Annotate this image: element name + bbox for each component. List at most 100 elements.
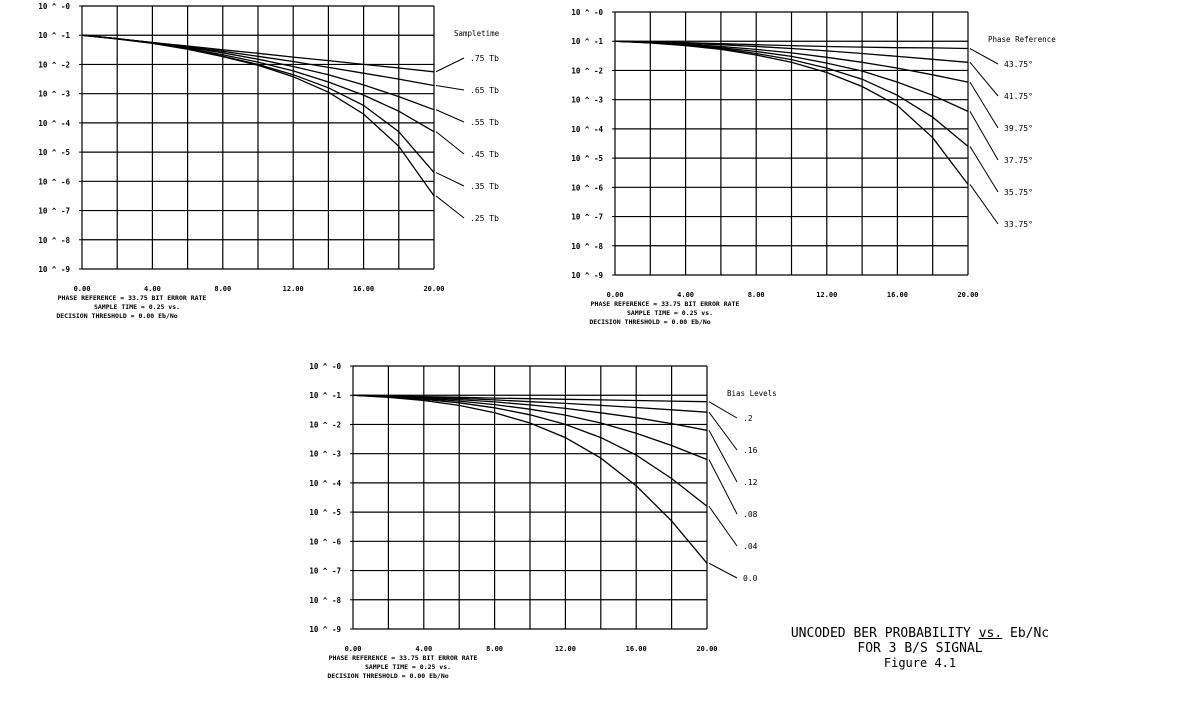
x-tick-label: 16.00	[353, 285, 374, 293]
y-tick-label: 10 ^ -8	[571, 242, 603, 251]
footer-line-2: SAMPLE TIME = 0.25 vs.	[365, 663, 451, 671]
leader-line	[969, 81, 999, 129]
y-tick-label: 10 ^ -0	[38, 2, 70, 11]
x-tick-label: 16.00	[626, 645, 647, 653]
y-tick-label: 10 ^ -0	[309, 362, 341, 371]
series-line	[614, 40, 969, 185]
x-tick-label: 12.00	[283, 285, 304, 293]
y-tick-label: 10 ^ -0	[571, 8, 603, 17]
series-line	[352, 394, 708, 461]
leader-line	[708, 459, 738, 515]
leader-line	[435, 131, 465, 155]
footer-line-1: PHASE REFERENCE = 33.75 BIT ERROR RATE	[329, 654, 478, 662]
footer-line-3: DECISION THRESHOLD = 0.00 Eb/No	[327, 672, 448, 680]
y-tick-label: 10 ^ -3	[309, 450, 341, 459]
series-label: 33.75°	[1004, 220, 1033, 229]
leader-line	[435, 109, 465, 123]
y-tick-label: 10 ^ -5	[309, 508, 341, 517]
leader-line	[435, 172, 465, 187]
leader-line	[435, 195, 465, 219]
x-tick-label: 0.00	[607, 291, 624, 299]
leader-line	[969, 146, 999, 193]
leader-line	[708, 562, 738, 579]
series-label: 43.75°	[1004, 60, 1033, 69]
series-label: .08	[743, 510, 758, 519]
x-tick-label: 4.00	[415, 645, 432, 653]
y-tick-label: 10 ^ -8	[309, 596, 341, 605]
y-tick-label: 10 ^ -5	[571, 154, 603, 163]
footer-line-2: SAMPLE TIME = 0.25 vs.	[627, 309, 713, 317]
leader-line	[708, 430, 738, 483]
figure-caption: UNCODED BER PROBABILITY vs. Eb/Nc FOR 3 …	[780, 626, 1060, 671]
footer-line-1: PHASE REFERENCE = 33.75 BIT ERROR RATE	[591, 300, 740, 308]
y-tick-label: 10 ^ -4	[571, 125, 603, 134]
y-tick-label: 10 ^ -3	[38, 90, 70, 99]
y-tick-label: 10 ^ -4	[309, 479, 341, 488]
leader-line	[708, 411, 738, 451]
x-tick-label: 12.00	[816, 291, 837, 299]
series-label: 35.75°	[1004, 188, 1033, 197]
x-tick-label: 8.00	[214, 285, 231, 293]
x-tick-label: 16.00	[887, 291, 908, 299]
caption-line-1: UNCODED BER PROBABILITY vs. Eb/Nc	[780, 626, 1060, 641]
x-tick-label: 4.00	[144, 285, 161, 293]
series-label: .75 Tb	[470, 54, 499, 63]
y-tick-label: 10 ^ -7	[309, 567, 341, 576]
y-tick-label: 10 ^ -2	[38, 60, 70, 69]
x-tick-label: 20.00	[696, 645, 717, 653]
series-label: .25 Tb	[470, 214, 499, 223]
legend-title: Bias Levels	[727, 389, 777, 398]
series-line	[81, 34, 435, 197]
footer-line-1: PHASE REFERENCE = 33.75 BIT ERROR RATE	[58, 294, 207, 302]
y-tick-label: 10 ^ -6	[38, 177, 70, 186]
leader-line	[708, 505, 738, 547]
y-tick-label: 10 ^ -7	[571, 213, 603, 222]
series-label: 37.75°	[1004, 156, 1033, 165]
y-tick-label: 10 ^ -2	[571, 66, 603, 75]
series-label: .65 Tb	[470, 86, 499, 95]
series-line	[352, 394, 708, 564]
y-tick-label: 10 ^ -4	[38, 119, 70, 128]
chart-bias-levels: 10 ^ -0 10 ^ -1 10 ^ -2 10 ^ -3 10 ^ -4 10 ^ …	[309, 362, 776, 680]
leader-line	[969, 111, 999, 161]
y-tick-label: 10 ^ -5	[38, 148, 70, 157]
x-tick-label: 0.00	[345, 645, 362, 653]
series-label: .55 Tb	[470, 118, 499, 127]
caption-line-2: FOR 3 B/S SIGNAL	[857, 641, 983, 656]
leader-line	[969, 184, 999, 225]
caption-unit: Eb/Nc	[1002, 626, 1050, 641]
series-label: .04	[743, 542, 758, 551]
x-tick-label: 20.00	[423, 285, 444, 293]
y-tick-label: 10 ^ -1	[309, 391, 341, 400]
y-tick-label: 10 ^ -6	[571, 183, 603, 192]
x-tick-label: 20.00	[957, 291, 978, 299]
footer-line-2: SAMPLE TIME = 0.25 vs.	[94, 303, 180, 311]
leader-line	[708, 401, 738, 419]
legend-title: Phase Reference	[988, 35, 1056, 44]
caption-vs: vs.	[978, 626, 1003, 641]
series-label: 39.75°	[1004, 124, 1033, 133]
series-line	[352, 394, 708, 507]
series-label: .35 Tb	[470, 182, 499, 191]
x-tick-label: 4.00	[677, 291, 694, 299]
x-tick-label: 0.00	[74, 285, 91, 293]
y-tick-label: 10 ^ -9	[38, 265, 70, 274]
x-tick-label: 12.00	[555, 645, 576, 653]
y-tick-label: 10 ^ -1	[38, 31, 70, 40]
series-label: 41.75°	[1004, 92, 1033, 101]
y-tick-label: 10 ^ -8	[38, 236, 70, 245]
footer-line-3: DECISION THRESHOLD = 0.00 Eb/No	[56, 312, 177, 320]
y-tick-label: 10 ^ -1	[571, 37, 603, 46]
y-tick-label: 10 ^ -2	[309, 420, 341, 429]
series-label: 0.0	[743, 574, 758, 583]
y-tick-label: 10 ^ -6	[309, 537, 341, 546]
series-label: .12	[743, 478, 758, 487]
series-label: .45 Tb	[470, 150, 499, 159]
legend-title: Sampletime	[454, 29, 500, 38]
y-tick-label: 10 ^ -9	[571, 271, 603, 280]
x-tick-label: 8.00	[486, 645, 503, 653]
x-tick-label: 8.00	[748, 291, 765, 299]
leader-line	[435, 57, 465, 73]
series-label: .2	[743, 414, 753, 423]
